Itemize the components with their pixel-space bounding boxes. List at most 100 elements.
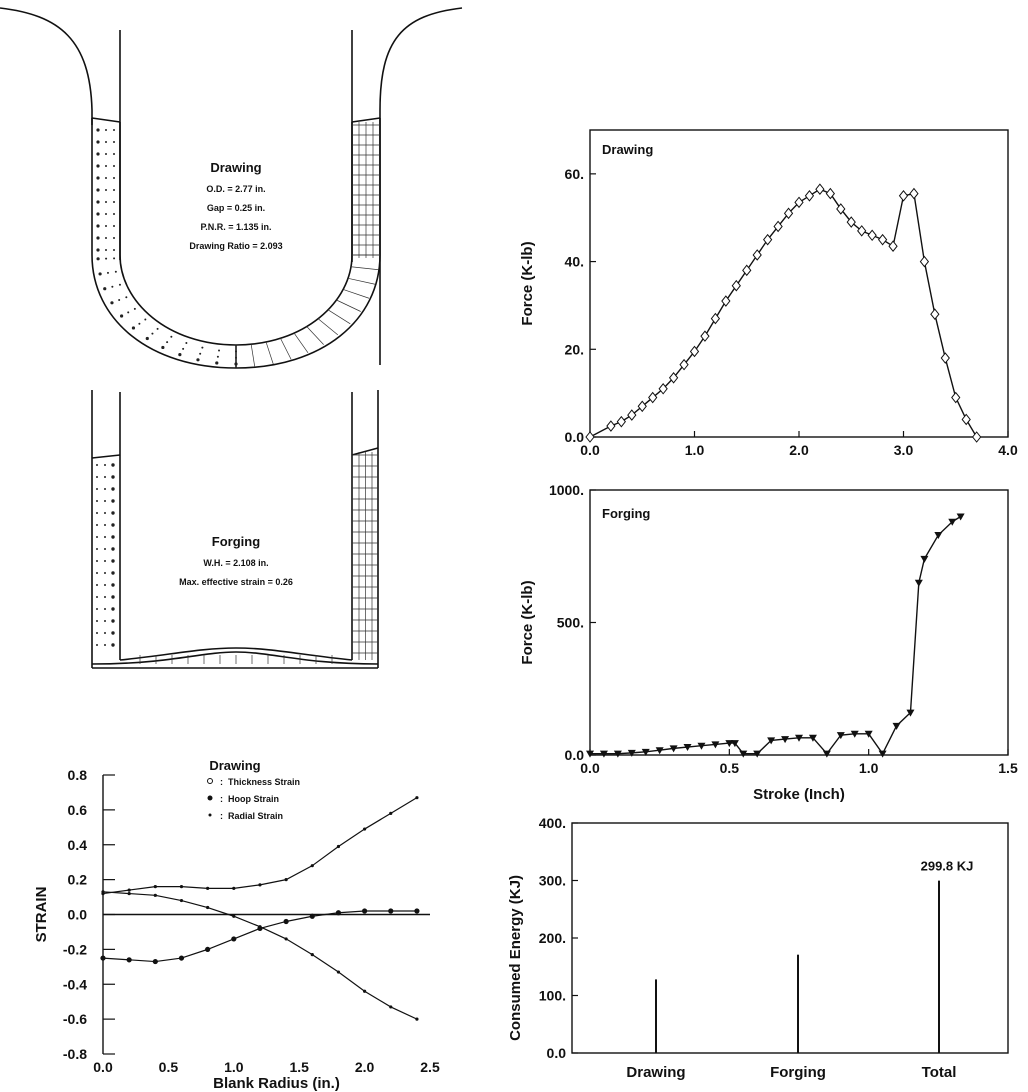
strain-dot (113, 237, 115, 239)
strain-dot (113, 257, 116, 260)
energy-chart: 0.0 100. 200. 300. 400. Consumed Energy (KJ) D… (507, 815, 1009, 1081)
data-point (415, 1017, 419, 1021)
data-point (934, 532, 943, 540)
strain-dot (96, 512, 98, 514)
mesh-line (343, 289, 370, 299)
strain-dot (96, 548, 98, 550)
strain-dot (103, 287, 107, 291)
strain-dot (105, 189, 107, 191)
strain-dot (104, 464, 106, 466)
series-line (590, 515, 962, 756)
strain-dot (96, 572, 98, 574)
forging-bottom-profile (91, 651, 379, 665)
data-point (909, 187, 919, 200)
data-point (100, 955, 106, 961)
strain-dot (113, 225, 115, 227)
y-tick-label: 300. (539, 873, 566, 889)
strain-dot (119, 314, 124, 318)
y-tick-label: -0.4 (63, 976, 87, 992)
forging-rim-right (351, 447, 379, 456)
strain-dot (111, 511, 115, 515)
strain-dot (105, 237, 107, 239)
strain-dot (104, 572, 106, 574)
mesh-line (280, 337, 292, 360)
strain-dot (96, 476, 98, 478)
strain-dot (106, 271, 109, 274)
data-point (641, 748, 650, 756)
drawing-mesh (235, 122, 380, 368)
strain-dot (151, 332, 154, 335)
strain-dot (133, 307, 136, 310)
strain-dot (161, 345, 165, 350)
drawing-param-gap: Gap = 0.25 in. (207, 203, 265, 213)
strain-dot (111, 619, 115, 623)
strain-dot (170, 335, 173, 338)
data-point (739, 750, 748, 758)
strain-dot (111, 535, 115, 539)
data-point (888, 240, 898, 253)
legend-colon: : (220, 794, 223, 804)
strain-dot (105, 201, 107, 203)
strain-dot (111, 475, 115, 479)
mesh-line (306, 326, 324, 345)
mesh-line (250, 344, 256, 368)
data-point (689, 345, 700, 358)
data-point (857, 225, 867, 237)
strain-dot (104, 632, 106, 634)
data-point (658, 382, 668, 395)
series-line (589, 188, 978, 438)
strain-dot (105, 213, 107, 215)
strain-dot (178, 352, 182, 357)
data-point (679, 358, 689, 371)
data-point (742, 264, 752, 277)
y-tick-label: 0.0 (547, 1045, 567, 1061)
data-point (613, 750, 622, 758)
data-point (730, 740, 739, 748)
y-tick-label: 200. (539, 930, 566, 946)
strain-dot (98, 272, 102, 276)
x-axis-label: Blank Radius (in.) (213, 1075, 340, 1092)
cup-rim-left (91, 117, 121, 123)
data-point (153, 893, 157, 897)
x-tick-label: 0.0 (580, 442, 600, 458)
data-point (721, 295, 731, 307)
strain-dot (96, 128, 100, 132)
data-point (389, 811, 393, 815)
data-point (898, 189, 909, 202)
data-point (127, 888, 131, 892)
strain-dot (111, 607, 115, 611)
strain-dot (113, 141, 115, 143)
x-tick-label: 2.5 (420, 1059, 440, 1075)
data-point (767, 737, 776, 745)
strain-dot (105, 129, 107, 131)
forging-strain-dots (96, 463, 115, 647)
category-label: Forging (770, 1064, 826, 1081)
strain-dot (125, 296, 128, 299)
drawing-param-pnr: P.N.R. = 1.135 in. (200, 222, 271, 232)
strain-dot (234, 362, 238, 366)
strain-dot (96, 200, 100, 204)
y-tick-label: 0.8 (68, 767, 88, 783)
strain-dot (113, 249, 115, 251)
data-point (127, 891, 131, 896)
strain-dot (110, 301, 114, 305)
mesh-line (265, 341, 274, 365)
data-point (948, 518, 957, 526)
strain-dot (156, 327, 159, 330)
strain-dot (105, 177, 107, 179)
strain-dot (111, 571, 115, 575)
forging-force-chart: 0.0 0.5 1.0 1.5 0.0 500. 1000. Force (K-lb) Stro… (519, 482, 1018, 803)
strain-dot (113, 129, 115, 131)
x-tick-label: 0.0 (93, 1059, 113, 1075)
data-point (892, 722, 901, 730)
y-tick-label: 0.2 (68, 872, 88, 888)
strain-dot (96, 524, 98, 526)
data-point (846, 216, 856, 228)
data-point (961, 413, 971, 426)
strain-dot (196, 358, 200, 362)
x-tick-label: 1.0 (685, 442, 705, 458)
y-tick-label: 20. (565, 341, 584, 357)
strain-dot (104, 476, 106, 478)
data-point (697, 742, 706, 750)
strain-dot (105, 165, 107, 167)
